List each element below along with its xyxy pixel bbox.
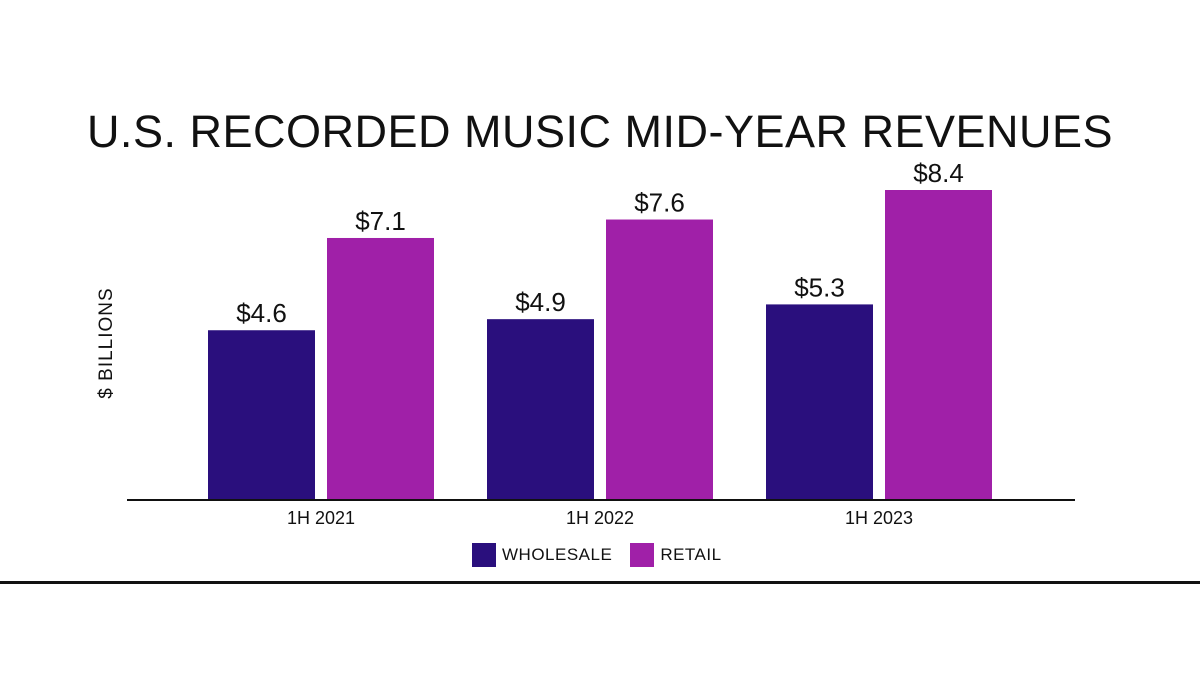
bar-retail-2 bbox=[885, 190, 992, 500]
data-label-wholesale-0: $4.6 bbox=[236, 298, 287, 328]
data-label-wholesale-2: $5.3 bbox=[794, 272, 845, 302]
legend-item-wholesale: WHOLESALE bbox=[472, 543, 612, 567]
bar-retail-0 bbox=[327, 237, 434, 500]
data-label-retail-1: $7.6 bbox=[634, 188, 685, 218]
data-label-retail-2: $8.4 bbox=[913, 158, 964, 188]
bar-retail-1 bbox=[606, 219, 713, 500]
bar-wholesale-0 bbox=[208, 330, 315, 500]
legend-swatch-retail bbox=[630, 543, 655, 567]
legend-item-retail: RETAIL bbox=[630, 543, 721, 567]
data-label-wholesale-1: $4.9 bbox=[515, 287, 566, 317]
legend-label-retail: RETAIL bbox=[660, 545, 722, 564]
bottom-divider bbox=[0, 581, 1200, 584]
legend-swatch-wholesale bbox=[472, 543, 496, 567]
bar-chart: $ BILLIONS $4.6 $7.1 $4.9 $7.6 $5.3 $8.4 1H 2… bbox=[96, 158, 1075, 528]
x-tick-label-2: 1H 2023 bbox=[845, 508, 913, 528]
chart-title: U.S. RECORDED MUSIC MID-YEAR REVENUES bbox=[86, 106, 1114, 157]
chart-legend: WHOLESALE RETAIL bbox=[472, 543, 740, 567]
bar-wholesale-1 bbox=[487, 319, 594, 500]
y-axis-label: $ BILLIONS bbox=[96, 287, 117, 398]
bar-wholesale-2 bbox=[766, 304, 873, 500]
x-tick-label-1: 1H 2022 bbox=[566, 508, 634, 528]
x-tick-label-0: 1H 2021 bbox=[287, 508, 355, 528]
legend-label-wholesale: WHOLESALE bbox=[502, 545, 613, 564]
data-label-retail-0: $7.1 bbox=[355, 206, 406, 236]
